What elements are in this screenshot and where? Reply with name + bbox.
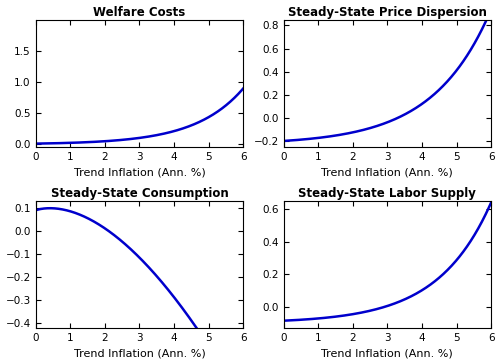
- X-axis label: Trend Inflation (Ann. %): Trend Inflation (Ann. %): [322, 167, 453, 177]
- Title: Steady-State Price Dispersion: Steady-State Price Dispersion: [288, 5, 487, 19]
- X-axis label: Trend Inflation (Ann. %): Trend Inflation (Ann. %): [322, 348, 453, 359]
- Title: Welfare Costs: Welfare Costs: [94, 5, 186, 19]
- X-axis label: Trend Inflation (Ann. %): Trend Inflation (Ann. %): [74, 348, 206, 359]
- Title: Steady-State Labor Supply: Steady-State Labor Supply: [298, 187, 476, 200]
- Title: Steady-State Consumption: Steady-State Consumption: [50, 187, 228, 200]
- X-axis label: Trend Inflation (Ann. %): Trend Inflation (Ann. %): [74, 167, 206, 177]
